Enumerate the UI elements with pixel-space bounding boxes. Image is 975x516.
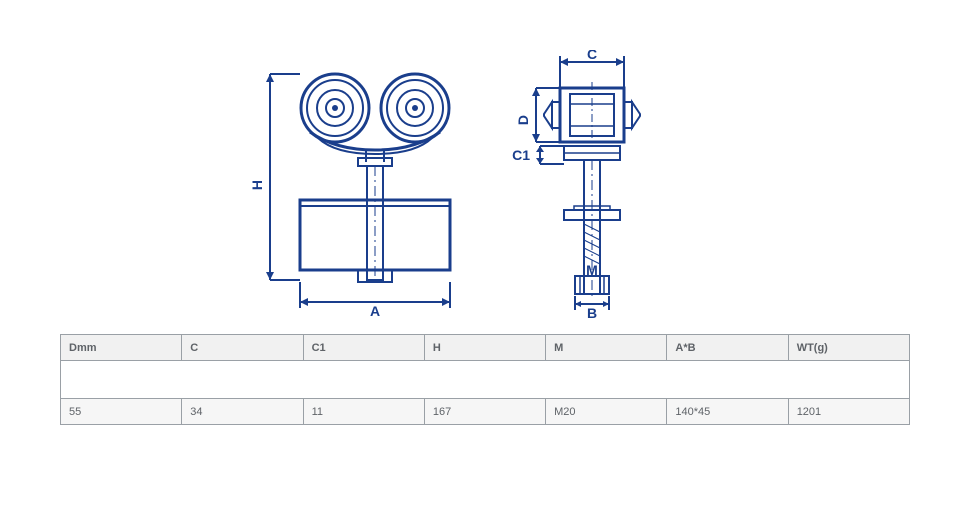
diagram-svg: H [240, 50, 670, 320]
front-view: H [249, 74, 450, 319]
front-bracket [310, 132, 440, 166]
side-view: C D [512, 50, 640, 320]
cell-c1: 11 [303, 399, 424, 425]
label-c1: C1 [512, 147, 530, 163]
technical-diagram: H [240, 50, 670, 320]
dim-c1: C1 [512, 146, 564, 164]
col-wt: WT(g) [788, 335, 909, 361]
col-m: M [546, 335, 667, 361]
spacer-cell [61, 361, 910, 399]
cell-dmm: 55 [61, 399, 182, 425]
spec-table: Dmm C C1 H M A*B WT(g) 55 34 11 167 M20 … [60, 334, 910, 425]
col-ab: A*B [667, 335, 788, 361]
front-shaft [367, 166, 383, 280]
col-c: C [182, 335, 303, 361]
cell-ab: 140*45 [667, 399, 788, 425]
cell-c: 34 [182, 399, 303, 425]
spec-table-container: Dmm C C1 H M A*B WT(g) 55 34 11 167 M20 … [60, 334, 910, 425]
table-row: 55 34 11 167 M20 140*45 1201 [61, 399, 910, 425]
side-shaft [584, 160, 600, 300]
cell-wt: 1201 [788, 399, 909, 425]
dim-a: A [300, 282, 450, 319]
table-header-row: Dmm C C1 H M A*B WT(g) [61, 335, 910, 361]
cell-h: 167 [424, 399, 545, 425]
label-d: D [515, 115, 531, 125]
dim-d: D [515, 88, 560, 142]
label-b: B [587, 305, 597, 320]
table-spacer-row [61, 361, 910, 399]
col-h: H [424, 335, 545, 361]
col-dmm: Dmm [61, 335, 182, 361]
side-wheel [544, 82, 640, 146]
col-c1: C1 [303, 335, 424, 361]
label-c: C [587, 50, 597, 62]
label-a: A [370, 303, 380, 319]
label-h: H [249, 180, 265, 190]
dim-h: H [249, 74, 300, 280]
label-m: M [586, 262, 598, 278]
dim-b: B [575, 296, 609, 320]
side-bracket [564, 146, 620, 160]
cell-m: M20 [546, 399, 667, 425]
